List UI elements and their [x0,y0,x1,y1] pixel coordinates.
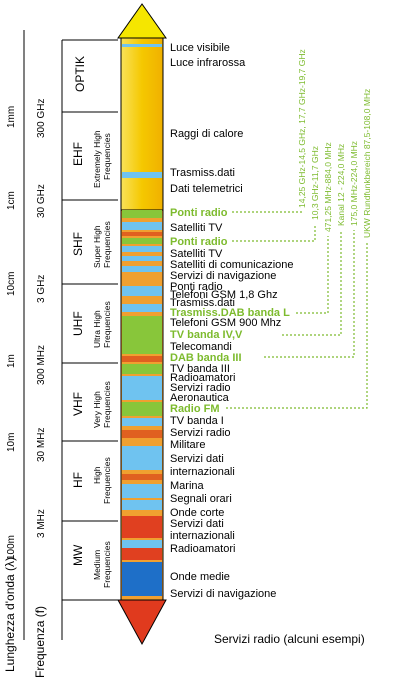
wavelength-tick: 1cm [6,191,17,210]
band-name-ehf: EHF [71,142,85,166]
service-label: internazionali [170,466,235,478]
frequency-tick: 300 GHz [36,99,47,138]
arrow-down-icon [117,599,167,646]
wavelength-axis: Lunghezza d'onda (λ) 1mm 1cm 10cm 1m 10m… [3,30,25,672]
service-label: TV banda III [170,363,230,375]
frequency-axis: Frequenza (f) 300 GHz 30 GHz 3 GHz 300 M… [33,40,63,678]
service-label: TV banda IV,V [170,329,243,341]
band-desc-uhf-2: Frequencies [102,301,112,348]
band-desc-vhf-1: Very High [92,391,102,428]
frequency-title: Frequenza (f) [33,606,47,678]
spectrum-column [117,3,167,646]
service-label: Servizi di navigazione [170,270,276,282]
band-name-vhf: VHF [71,392,85,416]
frequency-tick: 30 MHz [36,428,47,462]
wavelength-title: Lunghezza d'onda (λ) [3,557,17,672]
band-desc-shf-1: Super High [92,225,102,268]
service-label: Ponti radio [170,281,223,293]
wavelength-tick: 100m [6,535,17,560]
frequency-note: 471,25 MHz-884,0 MHz [323,142,333,232]
service-label: Trasmiss.DAB banda L [170,307,290,319]
service-label: Ponti radio [170,207,228,219]
band-desc-uhf-1: Ultra High [92,310,102,348]
service-label: Trasmiss.dati [170,297,235,309]
service-label: Servizi radio [170,382,231,394]
service-label: Raggi di calore [170,128,243,140]
wavelength-tick-labels: 1mm 1cm 10cm 1m 10m 100m [6,106,17,560]
service-label: Onde corte [170,507,224,519]
band-name-optik: OPTIK [73,56,87,92]
band-desc-hf-1: High [92,466,102,484]
wavelength-tick: 10m [6,433,17,452]
band-desc-vhf-2: Frequencies [102,381,112,428]
service-label: Dati telemetrici [170,183,243,195]
service-label: Luce infrarossa [170,57,246,69]
frequency-tick: 3 GHz [36,275,47,303]
service-label: Ponti radio [170,236,228,248]
service-label: DAB banda III [170,352,242,364]
wavelength-tick: 1mm [6,106,17,128]
service-label: Aeronautica [170,392,230,404]
band-labels: OPTIK EHF Extremely High Frequencies SHF… [71,56,112,588]
connector-lines [226,210,368,409]
service-label: Radio FM [170,403,220,415]
frequency-notes: 14,25 GHz-14,5 GHz, 17,7 GHz-19,7 GHz 10… [297,49,372,238]
service-labels: Luce visibile Luce infrarossa Raggi di c… [170,42,294,600]
service-label: Marina [170,480,205,492]
service-label: Servizi dati [170,518,224,530]
frequency-tick: 30 GHz [36,184,47,218]
frequency-note: Kanal 12 - 224,0 MHz [336,144,346,226]
service-label: Telefoni GSM 1,8 Ghz [170,289,278,301]
frequency-note: 14,25 GHz-14,5 GHz, 17,7 GHz-19,7 GHz [297,49,307,208]
band-name-uhf: UHF [71,311,85,336]
service-label: Trasmiss.dati [170,167,235,179]
band-desc-mw-1: Medium [92,550,102,580]
band-name-mw: MW [71,544,85,566]
service-label: TV banda I [170,415,224,427]
service-label: Telecomandi [170,341,232,353]
frequency-tick-labels: 300 GHz 30 GHz 3 GHz 300 MHz 30 MHz 3 MH… [36,99,47,538]
arrow-up-icon [117,3,167,39]
band-separators [62,39,118,601]
service-label: Telefoni GSM 900 Mhz [170,317,281,329]
service-label: Luce visibile [170,42,230,54]
service-label: Satelliti di comunicazione [170,259,294,271]
frequency-tick: 3 MHz [36,509,47,538]
band-desc-hf-2: Frequencies [102,457,112,504]
frequency-note: UKW Rundfunkbereich 87,5-108,0 MHz [362,89,372,238]
service-label: Servizi dati [170,453,224,465]
service-label: Onde medie [170,571,230,583]
service-label: Militare [170,439,205,451]
frequency-note: 175,0 MHz-224,0 MHz [349,141,359,226]
wavelength-tick: 1m [6,354,17,368]
service-label: Radioamatori [170,372,235,384]
band-desc-mw-2: Frequencies [102,541,112,588]
service-label: Radioamatori [170,543,235,555]
service-label: Satelliti TV [170,222,223,234]
band-desc-ehf-2: Frequencies [102,133,112,180]
service-label: internazionali [170,530,235,542]
band-name-shf: SHF [71,232,85,256]
band-name-hf: HF [71,472,85,488]
frequency-note: 10,3 GHz-11,7 GHz [310,146,320,220]
service-label: Servizi di navigazione [170,588,276,600]
service-label: Servizi radio [170,427,231,439]
frequency-tick: 300 MHz [36,345,47,385]
footer-caption: Servizi radio (alcuni esempi) [214,632,365,646]
band-desc-ehf-1: Extremely High [92,130,102,188]
service-label: Satelliti TV [170,248,223,260]
service-label: Segnali orari [170,493,232,505]
band-desc-shf-2: Frequencies [102,221,112,268]
wavelength-tick: 10cm [6,272,17,296]
spectrum-strips [122,44,162,596]
